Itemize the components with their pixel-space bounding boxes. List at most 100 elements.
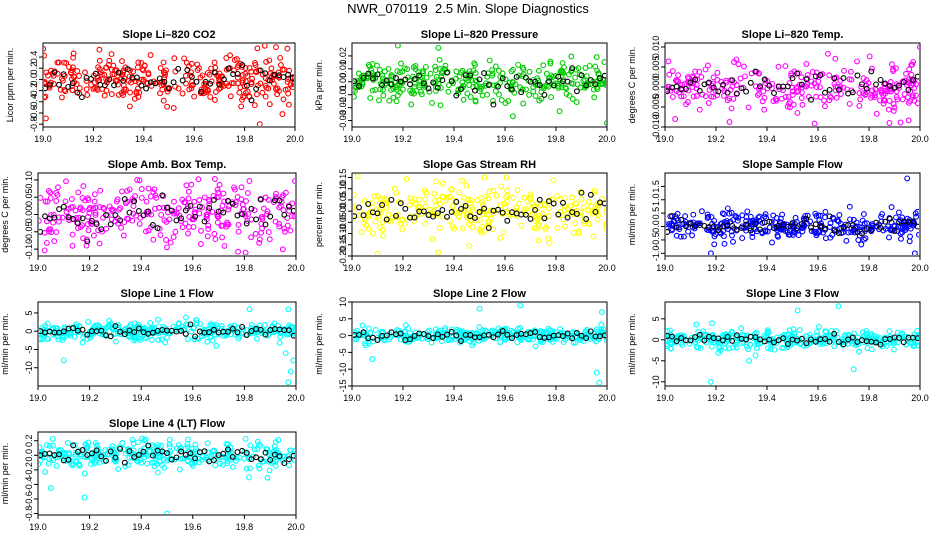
plot-5-point	[556, 212, 563, 219]
plot-3-highlight-point	[854, 72, 861, 79]
plot-7-point	[253, 335, 260, 342]
plot-1-highlight-point	[280, 74, 287, 81]
plot-3-point	[846, 76, 853, 83]
plot-2-point	[489, 67, 495, 74]
plot-3-point	[837, 77, 844, 84]
plot-1-point	[196, 65, 202, 72]
plot-10-point	[204, 440, 211, 447]
plot-4-point	[145, 227, 152, 234]
plot-1-xtick-label: 20.0	[286, 134, 304, 144]
plot-2-highlight-point	[555, 73, 562, 80]
plot-2-point	[353, 87, 358, 94]
plot-2-highlight-point	[439, 77, 446, 84]
plot-1-highlight-point	[44, 85, 49, 92]
plot-10-point	[256, 465, 263, 472]
plot-5-point	[449, 203, 456, 209]
plot-5-point	[524, 198, 531, 205]
plot-2-highlight-point	[448, 78, 455, 85]
plot-1-highlight-point	[124, 66, 131, 73]
plot-5-point	[529, 211, 536, 218]
plot-3-highlight-point	[673, 83, 680, 90]
plot-6-highlight-point	[877, 224, 884, 231]
plot-3-point	[693, 81, 700, 88]
plot-2-ylabel: kPa per min.	[314, 60, 324, 111]
plot-2-highlight-point	[402, 76, 409, 83]
plot-1-point	[191, 93, 198, 100]
plot-3-point	[735, 61, 742, 68]
plot-2-highlight-point	[495, 83, 501, 90]
plot-4-point	[277, 203, 284, 209]
plot-1-highlight-point	[170, 79, 177, 86]
plot-9-title: Slope Line 3 Flow	[746, 288, 839, 300]
plot-8-outlier-point	[598, 309, 605, 316]
plot-3-point	[666, 86, 669, 93]
plot-3-point	[910, 78, 917, 85]
plot-4-point	[69, 242, 76, 249]
plot-9-xtick-label: 20.0	[911, 393, 929, 403]
plot-6-highlight-point	[752, 220, 759, 227]
plot-4-point	[80, 183, 87, 190]
plot-5-xtick-label: 19.6	[496, 263, 514, 273]
plot-1-point	[181, 55, 188, 62]
plot-5-point	[521, 206, 527, 213]
plot-9-point	[709, 320, 715, 327]
plot-1-point	[206, 71, 213, 78]
plot-8-outlier-point	[593, 369, 600, 376]
plot-3-point	[786, 80, 793, 87]
plot-7-point	[162, 339, 169, 346]
plot-2-point	[495, 67, 502, 74]
plot-5-point	[603, 220, 606, 227]
plot-5-highlight-point	[444, 213, 450, 220]
plot-5-highlight-point	[601, 200, 606, 207]
plot-4-point	[220, 190, 227, 197]
plot-7-outlier-point	[285, 379, 292, 385]
plot-2-point	[408, 101, 415, 108]
plot-4-highlight-point	[225, 197, 231, 204]
plot-1-point	[291, 81, 294, 87]
plot-6-point	[708, 214, 715, 220]
plot-3-point	[811, 120, 818, 126]
plot-4-point	[39, 217, 42, 224]
plot-5-point	[503, 174, 510, 181]
plot-9-xtick-label: 19.0	[656, 393, 674, 403]
plot-10-xtick-label: 19.6	[184, 522, 202, 532]
plot-7-point	[155, 316, 161, 323]
plot-2-highlight-point	[444, 69, 450, 76]
plot-6-point	[728, 228, 735, 235]
plot-10-point	[204, 449, 211, 456]
plot-2-point	[590, 86, 597, 93]
plot-6-point	[719, 210, 726, 217]
plot-9-outlier-point	[746, 357, 753, 364]
plot-3-outlier-point	[917, 44, 919, 50]
plot-5-xtick-label: 19.8	[547, 263, 565, 273]
plot-6-point	[847, 216, 853, 223]
plot-4-point	[288, 213, 295, 220]
plot-4-point	[291, 213, 295, 220]
plot-1-xtick-label: 19.6	[185, 134, 203, 144]
plot-1-ytick-label: 0.0	[29, 73, 39, 86]
plot-10-xtick-label: 20.0	[287, 522, 305, 532]
plot-6-point	[743, 218, 750, 225]
plot-3-highlight-point	[859, 81, 865, 88]
plot-4-highlight-point	[239, 211, 246, 218]
plot-6-ytick-label: 1.0	[651, 194, 661, 207]
plot-6-point	[853, 219, 860, 226]
plot-6-point	[804, 212, 811, 219]
plot-1-highlight-point	[78, 94, 85, 101]
plot-8-frame	[351, 301, 608, 387]
plot-6-point	[864, 220, 870, 227]
plot-5-point	[580, 204, 587, 211]
plot-6-ytick-label: 0.0	[651, 220, 661, 233]
plot-4-point	[54, 191, 61, 198]
plot-6-point	[779, 211, 786, 218]
plot-3-point	[690, 93, 697, 100]
plot-5-point	[440, 214, 447, 221]
plot-10-point	[154, 469, 161, 476]
plot-4-point	[206, 201, 213, 208]
plot-4-point	[218, 223, 225, 229]
plot-5-point	[416, 196, 423, 203]
plot-6-point	[885, 223, 892, 230]
figure-title: NWR_070119 2.5 Min. Slope Diagnostics	[347, 1, 589, 16]
plot-2-highlight-point	[374, 71, 381, 78]
plot-5-point	[593, 205, 600, 212]
